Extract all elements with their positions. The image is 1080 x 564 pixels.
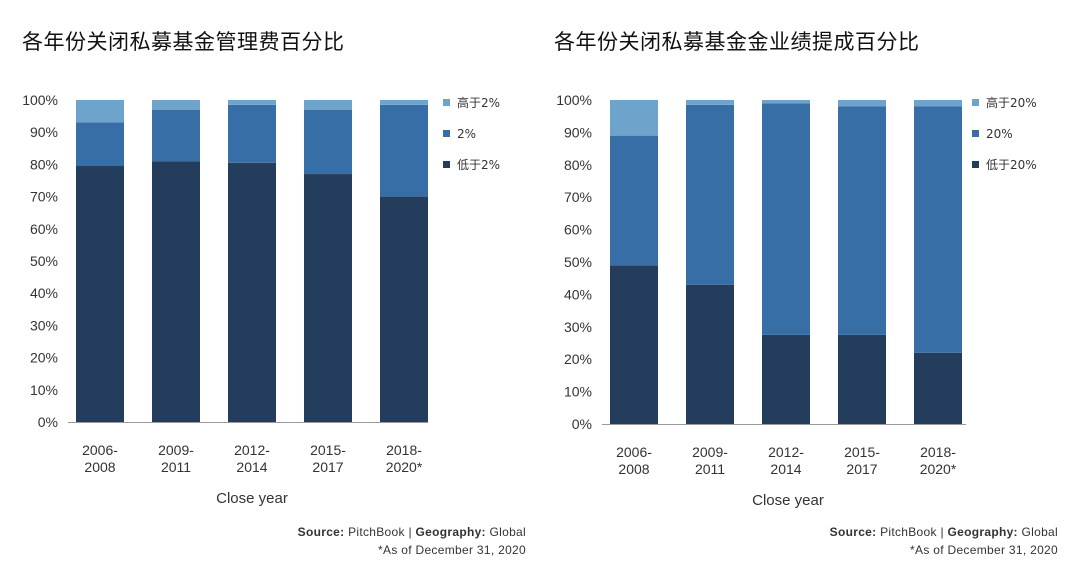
bar-segment [380, 104, 428, 197]
x-tick-label: 2012-2014 [768, 444, 804, 477]
legend-label: 2% [457, 127, 476, 141]
y-tick-label: 90% [564, 124, 592, 140]
y-tick-label: 60% [564, 222, 592, 238]
x-tick-label: 2012-2014 [234, 442, 270, 475]
geography-value: Global [489, 525, 526, 539]
y-tick-label: 50% [564, 254, 592, 270]
y-tick-label: 60% [30, 221, 58, 237]
bar-segment [152, 100, 200, 110]
bar-segment [914, 352, 962, 424]
bar-segment [838, 106, 886, 335]
geography-label: Geography: [947, 525, 1018, 539]
chart-panel-carry: 各年份关闭私募基金金业绩提成百分比 0% 10% 20% 30% 40% 50% 60% 70… [532, 0, 1072, 564]
y-tick-label: 0% [572, 416, 592, 432]
x-axis-title: Close year [752, 492, 824, 509]
source-separator: | [408, 525, 412, 539]
legend-label: 20% [986, 127, 1013, 141]
legend-label: 低于20% [986, 158, 1037, 172]
chart-title: 各年份关闭私募基金管理费百分比 [22, 30, 345, 54]
x-tick-label: 2009-2011 [158, 442, 194, 475]
x-tick-label: 2018-2020* [920, 444, 957, 477]
bar-segment [610, 265, 658, 424]
bar-segment [228, 100, 276, 105]
y-tick-label: 10% [564, 384, 592, 400]
y-tick-label: 30% [564, 319, 592, 335]
legend-label: 高于2% [457, 95, 500, 110]
source-label: Source: [297, 525, 345, 539]
source-line: Source: PitchBook | Geography: Global [830, 525, 1058, 539]
bar-segment [838, 334, 886, 424]
y-tick-label: 30% [30, 317, 58, 333]
bar-segment [380, 196, 428, 422]
bar-segment [762, 100, 810, 104]
legend-swatch [972, 99, 979, 106]
legend-swatch [972, 161, 979, 168]
chart-canvas: 0% 10% 20% 30% 40% 50% 60% 70% 80% 90% 100% 2006-20… [556, 92, 1037, 509]
chart-panel-management-fee: 各年份关闭私募基金管理费百分比 0% 10% 20% 30% 40% 50% 60% 70% 8… [22, 30, 526, 557]
bar-segment [76, 166, 124, 422]
bar-segment [686, 104, 734, 285]
bar-segment [686, 284, 734, 424]
legend-swatch [443, 130, 450, 137]
y-tick-label: 80% [30, 156, 58, 172]
y-tick-label: 20% [30, 350, 58, 366]
y-tick-label: 70% [564, 189, 592, 205]
bar-segment [610, 135, 658, 266]
bar-segment [76, 100, 124, 123]
bar-segment [228, 162, 276, 423]
bar-segment [686, 100, 734, 105]
bar-segment [304, 100, 352, 110]
y-tick-label: 40% [564, 286, 592, 302]
x-tick-label: 2009-2011 [692, 444, 728, 477]
x-tick-label: 2015-2017 [844, 444, 880, 477]
bar-segment [152, 109, 200, 162]
x-axis-title: Close year [216, 490, 288, 507]
bar-segment [914, 106, 962, 353]
y-tick-label: 100% [22, 92, 58, 108]
bar-segment [838, 100, 886, 107]
source-value: PitchBook [880, 525, 937, 539]
y-tick-label: 10% [30, 382, 58, 398]
bar-segment [304, 174, 352, 422]
bar-segment [76, 122, 124, 167]
geography-value: Global [1021, 525, 1058, 539]
source-label: Source: [829, 525, 877, 539]
chart-title: 各年份关闭私募基金金业绩提成百分比 [554, 30, 920, 54]
bar-segment [610, 100, 658, 136]
x-tick-label: 2015-2017 [310, 442, 346, 475]
bar-segment [762, 334, 810, 424]
y-tick-label: 70% [30, 189, 58, 205]
legend-swatch [443, 99, 450, 106]
x-tick-label: 2006-2008 [82, 442, 118, 475]
bar-segment [914, 100, 962, 107]
x-tick-label: 2018-2020* [386, 442, 423, 475]
legend-swatch [972, 130, 979, 137]
x-tick-label: 2006-2008 [616, 444, 652, 477]
bar-segment [304, 109, 352, 175]
bar-segment [152, 161, 200, 422]
bar-segment [380, 100, 428, 105]
chart-canvas: 0% 10% 20% 30% 40% 50% 60% 70% 80% 90% 100% 2006-20… [22, 92, 500, 507]
legend-label: 低于2% [457, 158, 500, 172]
y-tick-label: 20% [564, 351, 592, 367]
y-tick-label: 50% [30, 253, 58, 269]
y-tick-label: 90% [30, 124, 58, 140]
y-tick-label: 100% [556, 92, 592, 108]
legend-label: 高于20% [986, 95, 1037, 110]
date-note: *As of December 31, 2020 [910, 543, 1058, 557]
bar-segment [228, 104, 276, 163]
legend-swatch [443, 161, 450, 168]
date-note: *As of December 31, 2020 [378, 543, 526, 557]
y-tick-label: 40% [30, 285, 58, 301]
y-tick-label: 0% [38, 414, 58, 430]
source-value: PitchBook [348, 525, 405, 539]
y-tick-label: 80% [564, 157, 592, 173]
bar-segment [762, 103, 810, 335]
geography-label: Geography: [415, 525, 486, 539]
source-line: Source: PitchBook | Geography: Global [298, 525, 526, 539]
source-separator: | [940, 525, 944, 539]
